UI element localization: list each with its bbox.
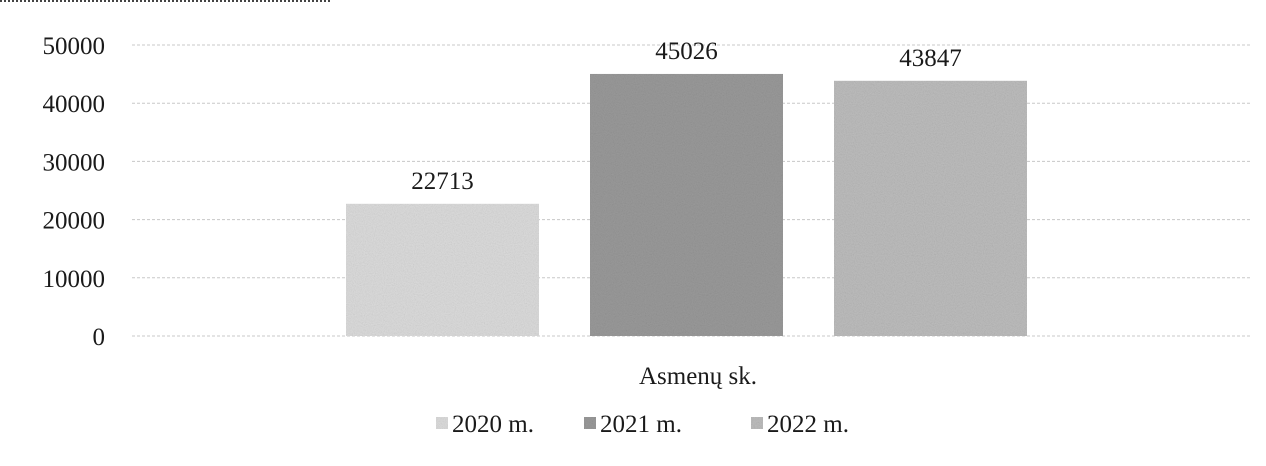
legend-swatch <box>436 417 448 429</box>
y-tick-label: 20000 <box>43 208 106 235</box>
legend: 2020 m. 2021 m. 2022 m. <box>436 411 849 438</box>
legend-swatch <box>584 417 596 429</box>
cropped-text-line <box>0 0 330 5</box>
bar-2021-m <box>590 73 783 337</box>
legend-label: 2021 m. <box>600 411 682 438</box>
x-axis-label: Asmenų sk. <box>639 363 757 390</box>
data-label: 22713 <box>411 168 474 195</box>
y-axis: 0 10000 20000 30000 40000 50000 <box>43 33 106 351</box>
bars <box>346 73 1027 337</box>
y-tick-label: 30000 <box>43 149 106 176</box>
y-tick-label: 50000 <box>43 33 106 60</box>
y-tick-label: 0 <box>93 324 106 351</box>
data-label: 45026 <box>655 38 718 65</box>
gridlines <box>132 44 1250 337</box>
legend-swatch <box>751 417 763 429</box>
bar-2020-m <box>346 203 539 336</box>
data-labels: 22713 45026 43847 <box>411 38 962 195</box>
bar-2022-m <box>834 80 1027 337</box>
data-label: 43847 <box>899 45 962 72</box>
y-tick-label: 40000 <box>43 91 106 118</box>
y-tick-label: 10000 <box>43 266 106 293</box>
legend-label: 2020 m. <box>452 411 534 438</box>
legend-label: 2022 m. <box>767 411 849 438</box>
